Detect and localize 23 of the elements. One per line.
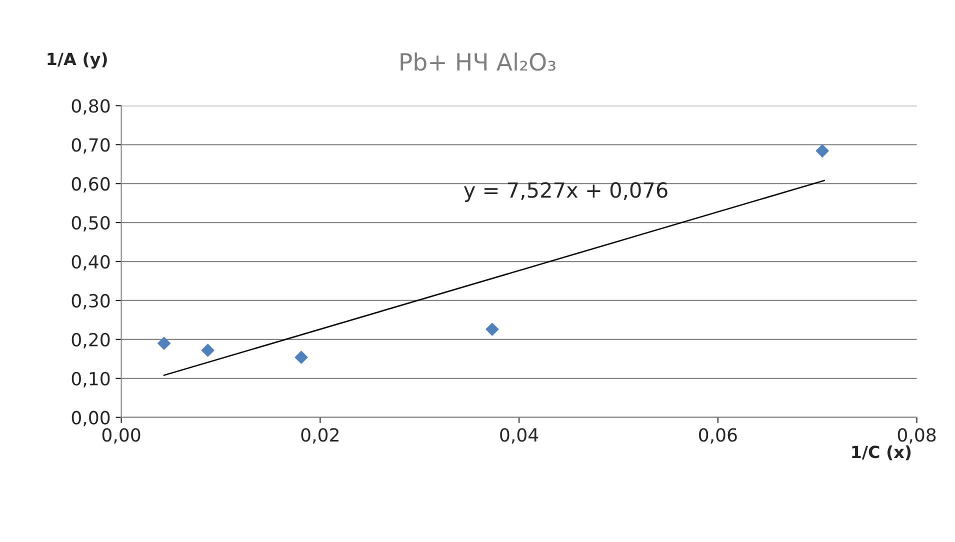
x-axis-title: 1/C (x) <box>852 445 911 460</box>
y-tick-label: 0,30 <box>72 294 110 310</box>
y-tick-label: 0,70 <box>72 138 110 154</box>
y-tick-label: 0,00 <box>72 410 110 426</box>
point <box>816 144 829 158</box>
x-tick-label: 0,00 <box>102 428 140 444</box>
y-tick-label: 0,50 <box>72 216 110 232</box>
point <box>294 350 308 364</box>
y-axis-title: 1/A (y) <box>48 52 107 69</box>
x-tick-label: 0,02 <box>301 428 338 444</box>
y-tick-label: 0,60 <box>72 177 110 193</box>
point <box>486 322 499 336</box>
annotation: y = 7,527x + 0,076 <box>464 182 668 202</box>
point <box>201 344 214 357</box>
x-tick-label: 0,04 <box>500 428 538 444</box>
y-tick-label: 0,80 <box>72 99 110 115</box>
y-tick-label: 0,10 <box>72 372 110 388</box>
point <box>157 336 171 350</box>
y-tick-label: 0,20 <box>72 332 110 348</box>
y-tick-label: 0,40 <box>72 254 110 270</box>
x-tick-label: 0,08 <box>898 428 936 444</box>
chart-title: Pb+ НЧ Al₂O₃ <box>400 52 556 71</box>
x-tick-label: 0,06 <box>699 428 737 444</box>
